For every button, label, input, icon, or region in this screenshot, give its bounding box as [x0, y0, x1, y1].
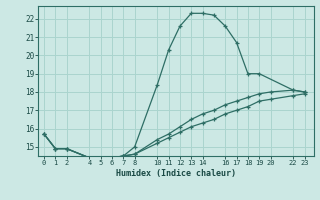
X-axis label: Humidex (Indice chaleur): Humidex (Indice chaleur): [116, 169, 236, 178]
